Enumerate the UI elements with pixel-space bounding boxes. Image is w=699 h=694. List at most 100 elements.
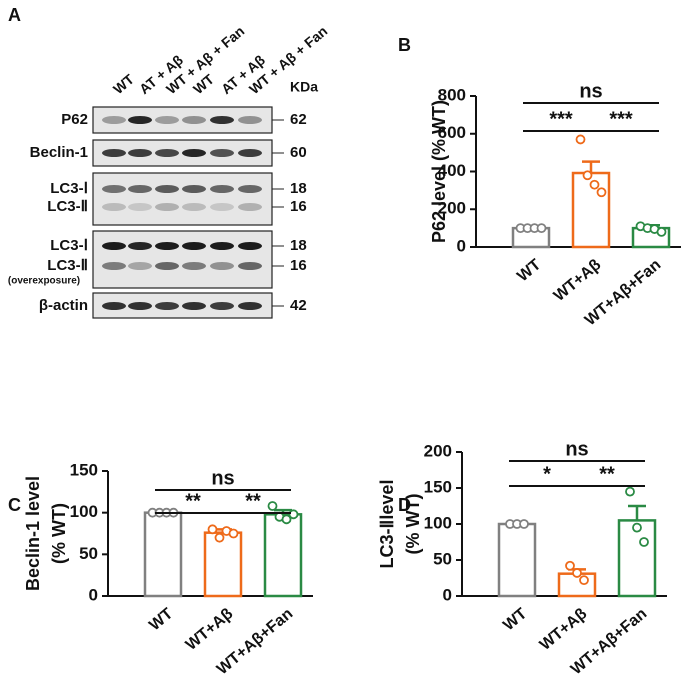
blot-band <box>128 203 152 211</box>
row-label: LC3-Ⅰ <box>50 237 88 254</box>
blot-band <box>155 116 179 124</box>
row-label: β-actin <box>39 297 88 314</box>
data-point <box>267 501 278 511</box>
data-point <box>632 522 642 533</box>
blot-band <box>128 185 152 193</box>
blot-band <box>102 302 126 310</box>
blot-band <box>210 203 234 211</box>
blot-band <box>210 116 234 124</box>
y-axis-label: (% WT) <box>49 503 69 564</box>
blot-band <box>182 203 206 211</box>
blot-frame <box>92 230 273 289</box>
y-axis-label: Beclin-1 level <box>23 476 43 591</box>
blot-band <box>238 116 262 124</box>
y-tick-label: 0 <box>457 236 466 255</box>
blot-band <box>182 116 206 124</box>
data-point <box>572 568 582 578</box>
row-label: LC3-Ⅱ <box>47 198 88 215</box>
y-axis-label: LC3-Ⅱlevel <box>377 480 397 569</box>
y-tick-label: 100 <box>70 502 98 521</box>
blot-band <box>238 185 262 193</box>
significance-label: ** <box>185 490 201 512</box>
y-tick-label: 50 <box>79 544 98 563</box>
y-tick-label: 400 <box>438 161 466 180</box>
y-tick-label: 50 <box>433 549 452 568</box>
blot-band <box>155 242 179 250</box>
x-tick-label: WT+Aβ <box>537 605 591 654</box>
blot-band <box>238 149 262 157</box>
significance-label: ns <box>579 80 602 102</box>
blot-band <box>182 302 206 310</box>
y-axis-label: P62 level (% WT) <box>429 100 449 243</box>
data-point <box>582 170 593 181</box>
blot-band <box>128 116 152 124</box>
kda-label: 18 <box>290 180 307 197</box>
significance-label: ** <box>599 463 615 485</box>
blot-band <box>238 242 262 250</box>
unit-label: KDa <box>290 79 318 95</box>
bar <box>143 511 183 598</box>
data-point <box>579 575 589 586</box>
bar <box>203 531 243 598</box>
blot-band <box>102 203 126 211</box>
blot-band <box>210 185 234 193</box>
blot-band <box>102 262 126 270</box>
data-point <box>656 226 667 237</box>
blot-band <box>182 262 206 270</box>
y-tick-label: 150 <box>424 477 452 496</box>
significance-label: *** <box>609 108 633 130</box>
blot-frame <box>92 172 273 226</box>
x-tick-label: WT <box>514 256 544 285</box>
blot-band <box>155 149 179 157</box>
blot-band <box>210 149 234 157</box>
x-tick-label: WT <box>500 605 530 634</box>
x-tick-label: WT <box>146 605 176 634</box>
data-point <box>228 528 239 539</box>
significance-label: *** <box>549 108 573 130</box>
y-tick-label: 150 <box>70 460 98 479</box>
blot-band <box>210 242 234 250</box>
y-tick-label: 200 <box>424 441 452 460</box>
data-point <box>589 179 600 190</box>
y-axis-label: (% WT) <box>403 494 423 555</box>
blot-band <box>155 262 179 270</box>
x-tick-label: WT+Aβ <box>551 256 605 305</box>
data-point <box>639 537 649 547</box>
panel-label: C <box>8 495 21 515</box>
error-bar <box>628 504 646 521</box>
significance-label: * <box>543 463 551 485</box>
blot-band <box>128 262 152 270</box>
y-tick-label: 200 <box>438 199 466 218</box>
row-label: LC3-Ⅰ <box>50 180 88 197</box>
blot-band <box>102 116 126 124</box>
kda-label: 16 <box>290 257 307 274</box>
error-bar <box>582 160 600 174</box>
x-tick-label: WT+Aβ <box>183 605 237 654</box>
blot-band <box>182 242 206 250</box>
data-point <box>625 486 635 497</box>
data-point <box>214 532 225 543</box>
blot-band <box>182 185 206 193</box>
bar <box>263 513 303 598</box>
lane-label: WT <box>110 71 137 98</box>
data-point <box>207 524 218 535</box>
blot-band <box>155 185 179 193</box>
y-tick-label: 800 <box>438 85 466 104</box>
blot-band <box>210 262 234 270</box>
blot-band <box>128 149 152 157</box>
panel-label: A <box>8 5 21 25</box>
data-point <box>565 560 575 571</box>
kda-label: 16 <box>290 198 307 215</box>
data-point <box>575 134 586 145</box>
kda-label: 62 <box>290 111 307 128</box>
blot-band <box>238 203 262 211</box>
row-label: Beclin-1 <box>30 144 88 161</box>
blot-band <box>155 302 179 310</box>
data-point <box>288 509 299 520</box>
y-tick-label: 100 <box>424 513 452 532</box>
y-tick-label: 600 <box>438 123 466 142</box>
panel-label: B <box>398 35 411 55</box>
significance-label: ** <box>245 490 261 512</box>
